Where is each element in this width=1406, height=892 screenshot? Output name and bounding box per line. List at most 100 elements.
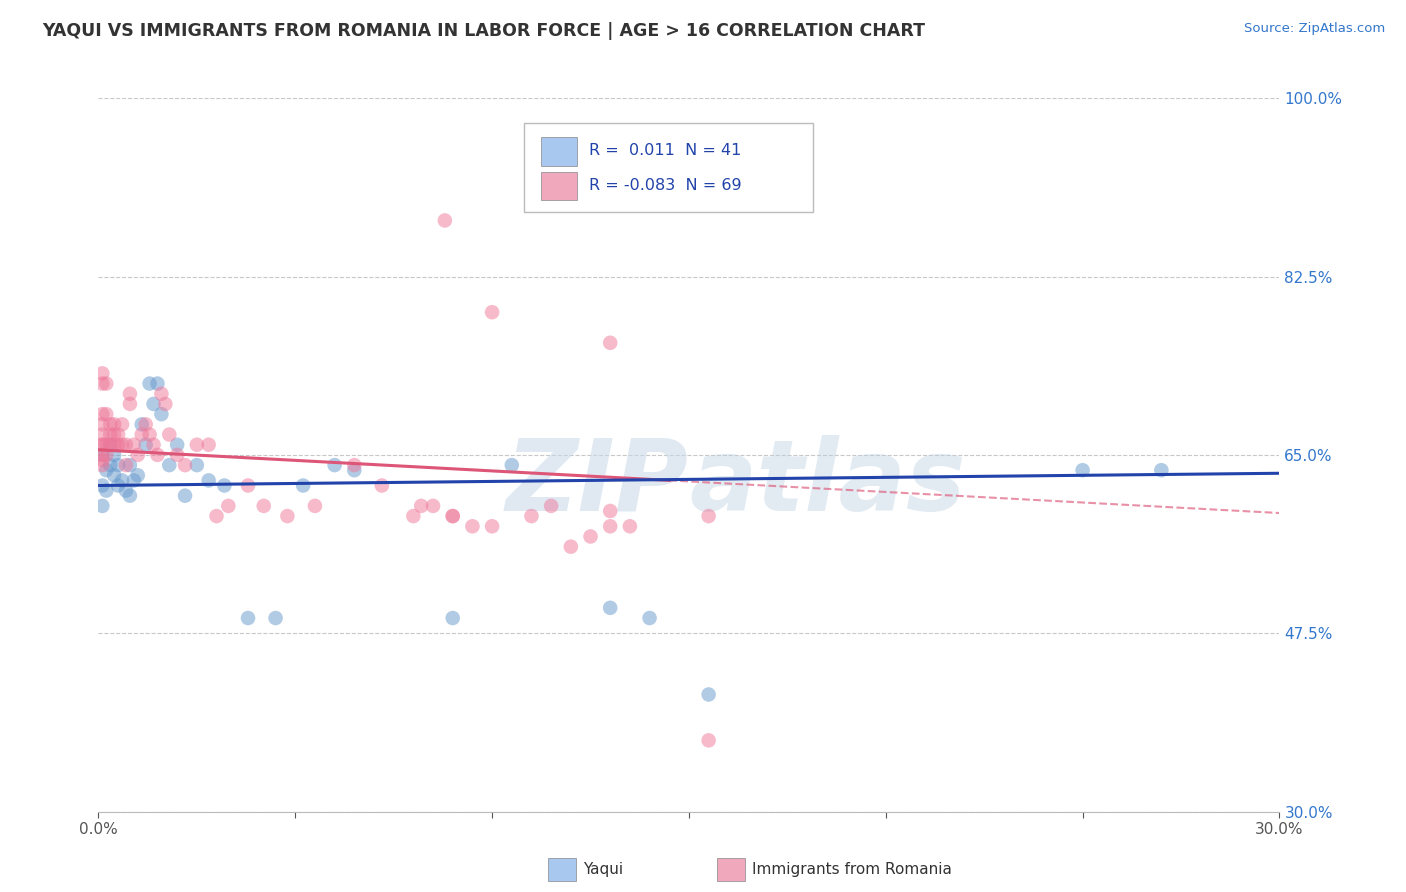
Point — [236, 611, 259, 625]
FancyBboxPatch shape — [541, 171, 576, 200]
Point — [599, 519, 621, 533]
Point — [115, 458, 138, 472]
Point — [197, 438, 219, 452]
Point — [103, 417, 125, 432]
Point — [205, 509, 228, 524]
Point — [501, 458, 523, 472]
Point — [343, 463, 366, 477]
Point — [697, 688, 720, 702]
Point — [91, 427, 114, 442]
Point — [402, 509, 425, 524]
Point — [96, 483, 118, 498]
Point — [118, 397, 141, 411]
Point — [292, 478, 315, 492]
Point — [619, 519, 641, 533]
Point — [98, 458, 121, 472]
Point — [107, 427, 129, 442]
Point — [96, 438, 118, 452]
Point — [107, 438, 129, 452]
Point — [111, 438, 134, 452]
Point — [115, 483, 138, 498]
Point — [91, 448, 114, 462]
Point — [304, 499, 326, 513]
Point — [122, 474, 145, 488]
Point — [236, 478, 259, 492]
Point — [118, 489, 141, 503]
Point — [96, 376, 118, 391]
Text: YAQUI VS IMMIGRANTS FROM ROMANIA IN LABOR FORCE | AGE > 16 CORRELATION CHART: YAQUI VS IMMIGRANTS FROM ROMANIA IN LABO… — [42, 22, 925, 40]
Point — [166, 438, 188, 452]
Text: Yaqui: Yaqui — [583, 863, 624, 877]
Point — [150, 407, 173, 421]
Point — [638, 611, 661, 625]
Point — [520, 509, 543, 524]
Point — [111, 417, 134, 432]
Point — [138, 427, 160, 442]
Point — [253, 499, 276, 513]
Point — [91, 438, 114, 452]
FancyBboxPatch shape — [541, 137, 576, 166]
Point — [131, 427, 153, 442]
Point — [96, 407, 118, 421]
Point — [599, 335, 621, 350]
Point — [107, 458, 129, 472]
Point — [579, 529, 602, 543]
Point — [118, 386, 141, 401]
Text: R =  0.011  N = 41: R = 0.011 N = 41 — [589, 143, 741, 158]
Point — [599, 600, 621, 615]
Point — [150, 386, 173, 401]
Point — [135, 438, 157, 452]
Point — [422, 499, 444, 513]
Point — [96, 463, 118, 477]
Point — [174, 489, 197, 503]
Point — [98, 438, 121, 452]
Point — [540, 499, 562, 513]
Point — [91, 448, 114, 462]
Point — [441, 611, 464, 625]
Point — [174, 458, 197, 472]
Point — [91, 417, 114, 432]
Point — [441, 509, 464, 524]
Point — [131, 417, 153, 432]
Point — [122, 438, 145, 452]
Point — [481, 519, 503, 533]
Point — [1150, 463, 1173, 477]
Text: Source: ZipAtlas.com: Source: ZipAtlas.com — [1244, 22, 1385, 36]
Point — [115, 438, 138, 452]
Point — [91, 407, 114, 421]
Point — [371, 478, 394, 492]
Point — [96, 448, 118, 462]
Point — [186, 438, 208, 452]
Point — [157, 427, 180, 442]
Point — [197, 474, 219, 488]
Point — [461, 519, 484, 533]
Point — [138, 376, 160, 391]
Point — [264, 611, 287, 625]
Text: Immigrants from Romania: Immigrants from Romania — [752, 863, 952, 877]
Point — [481, 305, 503, 319]
Point — [91, 376, 114, 391]
Point — [697, 733, 720, 747]
Point — [127, 468, 149, 483]
Point — [103, 438, 125, 452]
Point — [214, 478, 236, 492]
Point — [127, 448, 149, 462]
Text: ZIP: ZIP — [506, 435, 689, 532]
Point — [107, 478, 129, 492]
Point — [91, 458, 114, 472]
Point — [91, 478, 114, 492]
Point — [441, 509, 464, 524]
Point — [91, 438, 114, 452]
Point — [103, 448, 125, 462]
Point — [276, 509, 298, 524]
Point — [98, 417, 121, 432]
Point — [433, 213, 456, 227]
Point — [155, 397, 177, 411]
Point — [118, 458, 141, 472]
Point — [166, 448, 188, 462]
Point — [599, 504, 621, 518]
FancyBboxPatch shape — [523, 123, 813, 212]
Point — [91, 367, 114, 381]
Point — [103, 427, 125, 442]
Point — [98, 427, 121, 442]
